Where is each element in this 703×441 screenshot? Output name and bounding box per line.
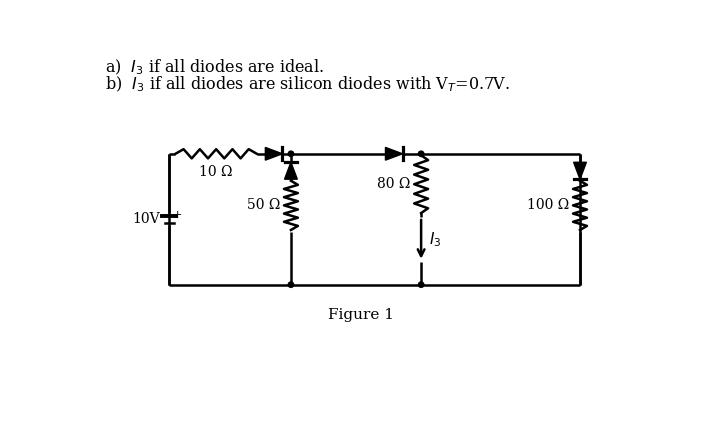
Circle shape <box>288 151 294 157</box>
Polygon shape <box>574 162 586 179</box>
Text: 100 Ω: 100 Ω <box>527 198 569 213</box>
Circle shape <box>288 282 294 288</box>
Text: $I_3$: $I_3$ <box>429 230 441 249</box>
Text: 50 Ω: 50 Ω <box>247 198 280 213</box>
Text: a)  $I_3$ if all diodes are ideal.: a) $I_3$ if all diodes are ideal. <box>105 57 324 77</box>
Text: 10 Ω: 10 Ω <box>200 164 233 179</box>
Circle shape <box>418 151 424 157</box>
Text: Figure 1: Figure 1 <box>328 309 394 322</box>
Polygon shape <box>385 147 403 160</box>
Text: 10V: 10V <box>132 212 160 226</box>
Text: 80 Ω: 80 Ω <box>377 177 411 191</box>
Polygon shape <box>285 162 297 179</box>
Text: b)  $I_3$ if all diodes are silicon diodes with V$_{T}$=0.7V.: b) $I_3$ if all diodes are silicon diode… <box>105 75 510 94</box>
Circle shape <box>418 282 424 288</box>
Text: +: + <box>173 210 183 220</box>
Polygon shape <box>265 147 283 160</box>
